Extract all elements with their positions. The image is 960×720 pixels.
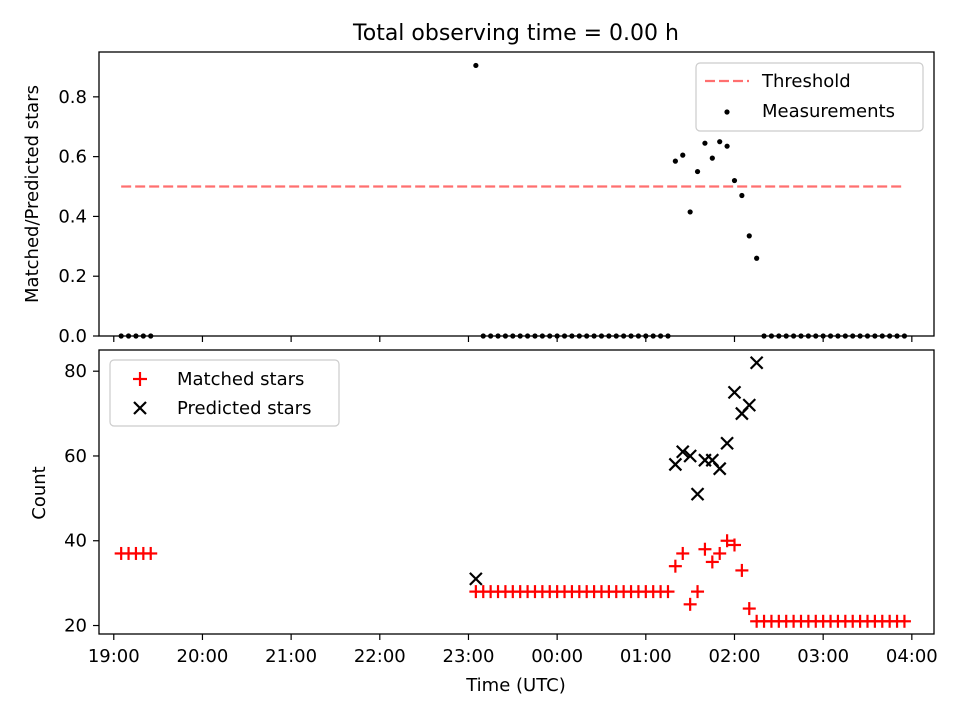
- measurement-point: [702, 140, 708, 146]
- matched-star-marker: [661, 585, 675, 599]
- predicted-star-stroke: [727, 385, 742, 400]
- top-y-axis: 0.0 0.2 0.4 0.6 0.8: [58, 87, 99, 347]
- x-tick-label: 04:00: [886, 646, 938, 667]
- top-y-tick-label: 0.0: [58, 326, 87, 347]
- matched-star-marker: [727, 538, 741, 552]
- predicted-star-marker: [712, 461, 727, 476]
- legend-matched-swatch: [133, 372, 147, 386]
- top-y-axis-label: Matched/Predicted stars: [22, 85, 43, 303]
- legend-measurements-label: Measurements: [762, 101, 895, 122]
- predicted-star-stroke: [675, 444, 690, 459]
- matched-star-marker: [897, 614, 911, 628]
- matched-star-marker: [720, 534, 734, 548]
- measurement-point: [746, 233, 752, 239]
- x-tick-label: 21:00: [265, 646, 317, 667]
- top-legend-box: [695, 62, 924, 132]
- measurement-point: [680, 152, 686, 158]
- measurement-point: [694, 168, 701, 175]
- x-tick-label: 03:00: [797, 646, 849, 667]
- top-plot-frame: [98, 51, 935, 337]
- measurement-point: [709, 155, 715, 161]
- predicted-star-stroke: [742, 398, 757, 412]
- predicted-star-marker: [683, 449, 697, 463]
- bottom-y-tick-label: 80: [64, 361, 87, 382]
- bottom-legend: Matched stars Predicted stars: [109, 359, 340, 427]
- measurement-point: [473, 62, 479, 69]
- measurement-point: [724, 143, 730, 149]
- predicted-star-marker: [742, 398, 757, 412]
- legend-measurements-swatch: [724, 109, 730, 115]
- predicted-star-stroke: [712, 461, 727, 476]
- x-tick-label: 20:00: [177, 646, 229, 667]
- matched-star-marker: [705, 555, 719, 569]
- matched-star-marker: [676, 546, 690, 560]
- x-axis-label: Time (UTC): [465, 675, 566, 696]
- predicted-star-marker: [720, 436, 734, 451]
- predicted-star-marker: [675, 444, 690, 459]
- legend-predicted-swatch: [133, 401, 147, 415]
- matched-star-marker: [144, 546, 158, 560]
- chart-title: Total observing time = 0.00 h: [352, 21, 679, 46]
- top-y-tick-label: 0.6: [58, 147, 87, 168]
- predicted-stars-points: [469, 355, 764, 586]
- bottom-legend-box: [109, 359, 340, 427]
- measurement-point: [739, 192, 745, 199]
- matched-stars-points: [114, 534, 911, 628]
- top-legend: Threshold Measurements: [695, 62, 924, 132]
- matched-star-marker: [691, 585, 705, 599]
- measurement-point: [687, 209, 693, 215]
- matched-star-marker: [683, 597, 697, 611]
- predicted-star-stroke: [720, 436, 734, 451]
- legend-threshold-label: Threshold: [761, 71, 851, 92]
- x-tick-label: 00:00: [531, 646, 583, 667]
- bottom-y-axis-label: Count: [29, 466, 50, 519]
- bottom-x-axis: 19:00 20:00 21:00 22:00 23:00 00:00 01:00 02:00…: [88, 634, 938, 667]
- matched-star-marker: [698, 542, 712, 556]
- measurement-point: [731, 177, 738, 184]
- x-tick-label: 02:00: [709, 646, 761, 667]
- bottom-y-tick-label: 40: [64, 531, 87, 552]
- predicted-star-marker: [749, 355, 764, 370]
- top-y-tick-label: 0.8: [58, 87, 87, 108]
- x-tick-label: 19:00: [88, 646, 140, 667]
- predicted-star-stroke: [683, 449, 697, 463]
- top-y-tick-label: 0.4: [58, 206, 87, 227]
- predicted-star-marker: [690, 487, 705, 501]
- x-tick-label: 22:00: [354, 646, 406, 667]
- predicted-star-marker: [727, 385, 742, 400]
- predicted-star-stroke: [749, 355, 764, 370]
- measurement-point: [672, 158, 678, 164]
- bottom-plot-frame: [98, 349, 935, 635]
- measurement-point: [754, 255, 760, 261]
- legend-predicted-label: Predicted stars: [177, 398, 311, 419]
- legend-matched-label: Matched stars: [177, 369, 304, 390]
- predicted-star-stroke: [469, 572, 483, 586]
- predicted-star-stroke: [690, 487, 705, 501]
- bottom-y-tick-label: 60: [64, 446, 87, 467]
- matched-star-marker: [735, 563, 749, 577]
- matched-star-marker: [713, 546, 727, 560]
- predicted-star-stroke: [705, 453, 720, 467]
- predicted-star-stroke: [668, 457, 683, 472]
- matched-star-marker: [668, 559, 682, 573]
- predicted-star-marker: [668, 457, 683, 472]
- x-tick-label: 01:00: [620, 646, 672, 667]
- bottom-y-tick-label: 20: [64, 616, 87, 637]
- top-y-tick-label: 0.2: [58, 266, 87, 287]
- bottom-y-axis: 20 40 60 80: [64, 361, 99, 637]
- measurement-point: [717, 139, 723, 145]
- predicted-star-marker: [469, 572, 483, 586]
- x-tick-label: 23:00: [443, 646, 495, 667]
- matched-star-marker: [742, 602, 756, 616]
